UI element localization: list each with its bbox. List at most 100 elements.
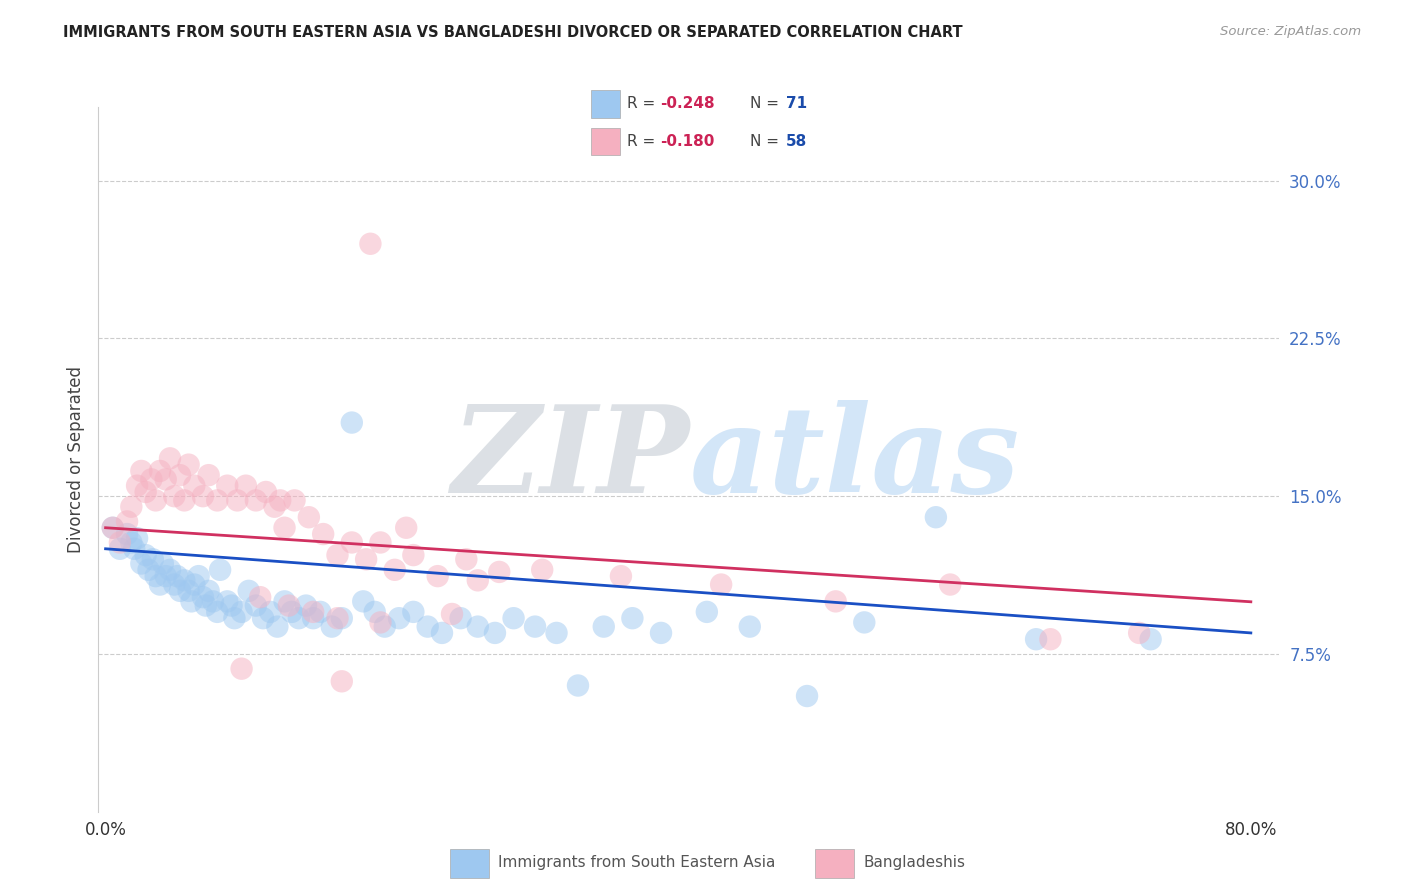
Point — [621, 611, 644, 625]
Point — [610, 569, 633, 583]
Point — [321, 619, 343, 633]
Point — [524, 619, 547, 633]
Point — [183, 478, 205, 492]
Point — [288, 611, 311, 625]
Text: IMMIGRANTS FROM SOUTH EASTERN ASIA VS BANGLADESHI DIVORCED OR SEPARATED CORRELAT: IMMIGRANTS FROM SOUTH EASTERN ASIA VS BA… — [63, 25, 963, 40]
Point — [263, 500, 285, 514]
Point — [108, 541, 131, 556]
Point — [131, 464, 153, 478]
Point — [221, 599, 243, 613]
Point — [180, 594, 202, 608]
Point — [238, 583, 260, 598]
Point — [163, 577, 186, 591]
Point — [177, 458, 200, 472]
Point — [226, 493, 249, 508]
Point — [149, 577, 172, 591]
Point — [1039, 632, 1062, 647]
Point — [191, 489, 214, 503]
Point — [217, 594, 239, 608]
Point — [115, 527, 138, 541]
Point — [145, 493, 167, 508]
Point — [402, 605, 425, 619]
Text: -0.180: -0.180 — [661, 134, 714, 149]
Point — [177, 583, 200, 598]
Point — [1139, 632, 1161, 647]
Point — [152, 557, 174, 571]
Point — [231, 605, 253, 619]
Point — [108, 535, 131, 549]
Point — [141, 472, 163, 486]
Point — [592, 619, 614, 633]
Point — [125, 531, 148, 545]
Point — [710, 577, 733, 591]
Point — [330, 674, 353, 689]
Point — [546, 626, 568, 640]
Point — [273, 521, 295, 535]
Point — [159, 563, 181, 577]
Point — [416, 619, 439, 633]
Point — [402, 548, 425, 562]
Bar — [591, 90, 620, 118]
Text: Immigrants from South Eastern Asia: Immigrants from South Eastern Asia — [498, 855, 775, 870]
Point — [138, 563, 160, 577]
Point — [101, 521, 124, 535]
Point — [252, 611, 274, 625]
Point — [169, 583, 191, 598]
Bar — [450, 849, 489, 878]
Point — [370, 615, 392, 630]
Point — [280, 605, 302, 619]
Point — [925, 510, 948, 524]
Point — [298, 510, 321, 524]
Point — [484, 626, 506, 640]
Point — [326, 611, 349, 625]
Point — [354, 552, 377, 566]
Point — [395, 521, 418, 535]
Point — [738, 619, 761, 633]
Point — [340, 416, 363, 430]
Point — [370, 535, 392, 549]
Point — [115, 515, 138, 529]
Text: atlas: atlas — [689, 401, 1019, 518]
Point — [254, 485, 277, 500]
Point — [217, 478, 239, 492]
Text: 71: 71 — [786, 96, 807, 112]
Point — [191, 590, 214, 604]
Point — [166, 569, 188, 583]
Bar — [815, 849, 855, 878]
Point — [209, 563, 232, 577]
Point — [796, 689, 818, 703]
Point — [187, 569, 209, 583]
Point — [374, 619, 396, 633]
Point — [120, 500, 142, 514]
Point — [312, 527, 335, 541]
Bar — [591, 128, 620, 155]
Point — [430, 626, 453, 640]
Point — [277, 599, 299, 613]
Point — [283, 493, 305, 508]
Text: ZIP: ZIP — [451, 401, 689, 518]
Text: N =: N = — [749, 96, 783, 112]
Point — [197, 468, 219, 483]
Point — [939, 577, 962, 591]
Point — [1025, 632, 1047, 647]
Point — [467, 574, 489, 588]
Point — [245, 599, 267, 613]
Point — [163, 489, 186, 503]
Point — [135, 485, 157, 500]
Text: R =: R = — [627, 134, 661, 149]
Point — [194, 599, 217, 613]
Point — [197, 583, 219, 598]
Point — [824, 594, 846, 608]
Text: N =: N = — [749, 134, 783, 149]
Point — [142, 552, 165, 566]
Point — [450, 611, 472, 625]
Point — [169, 468, 191, 483]
Point — [149, 464, 172, 478]
Point — [309, 605, 332, 619]
Point — [302, 605, 325, 619]
Point — [122, 541, 145, 556]
Point — [224, 611, 246, 625]
Text: R =: R = — [627, 96, 661, 112]
Point — [467, 619, 489, 633]
Point — [426, 569, 449, 583]
